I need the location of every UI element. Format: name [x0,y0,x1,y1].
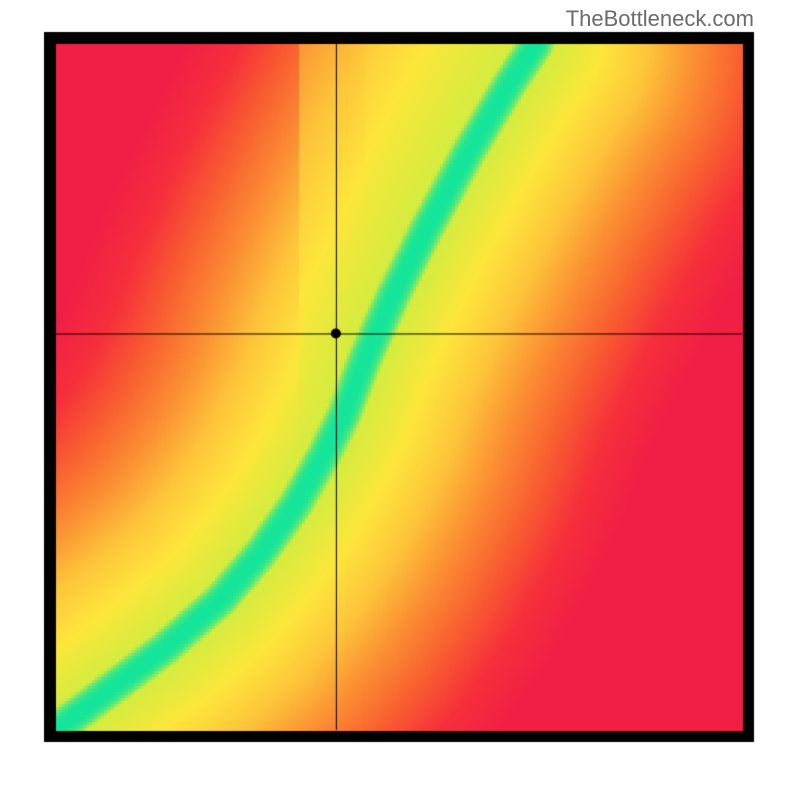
heatmap-canvas [0,0,800,800]
watermark-text: TheBottleneck.com [566,6,754,32]
chart-container: TheBottleneck.com [0,0,800,800]
